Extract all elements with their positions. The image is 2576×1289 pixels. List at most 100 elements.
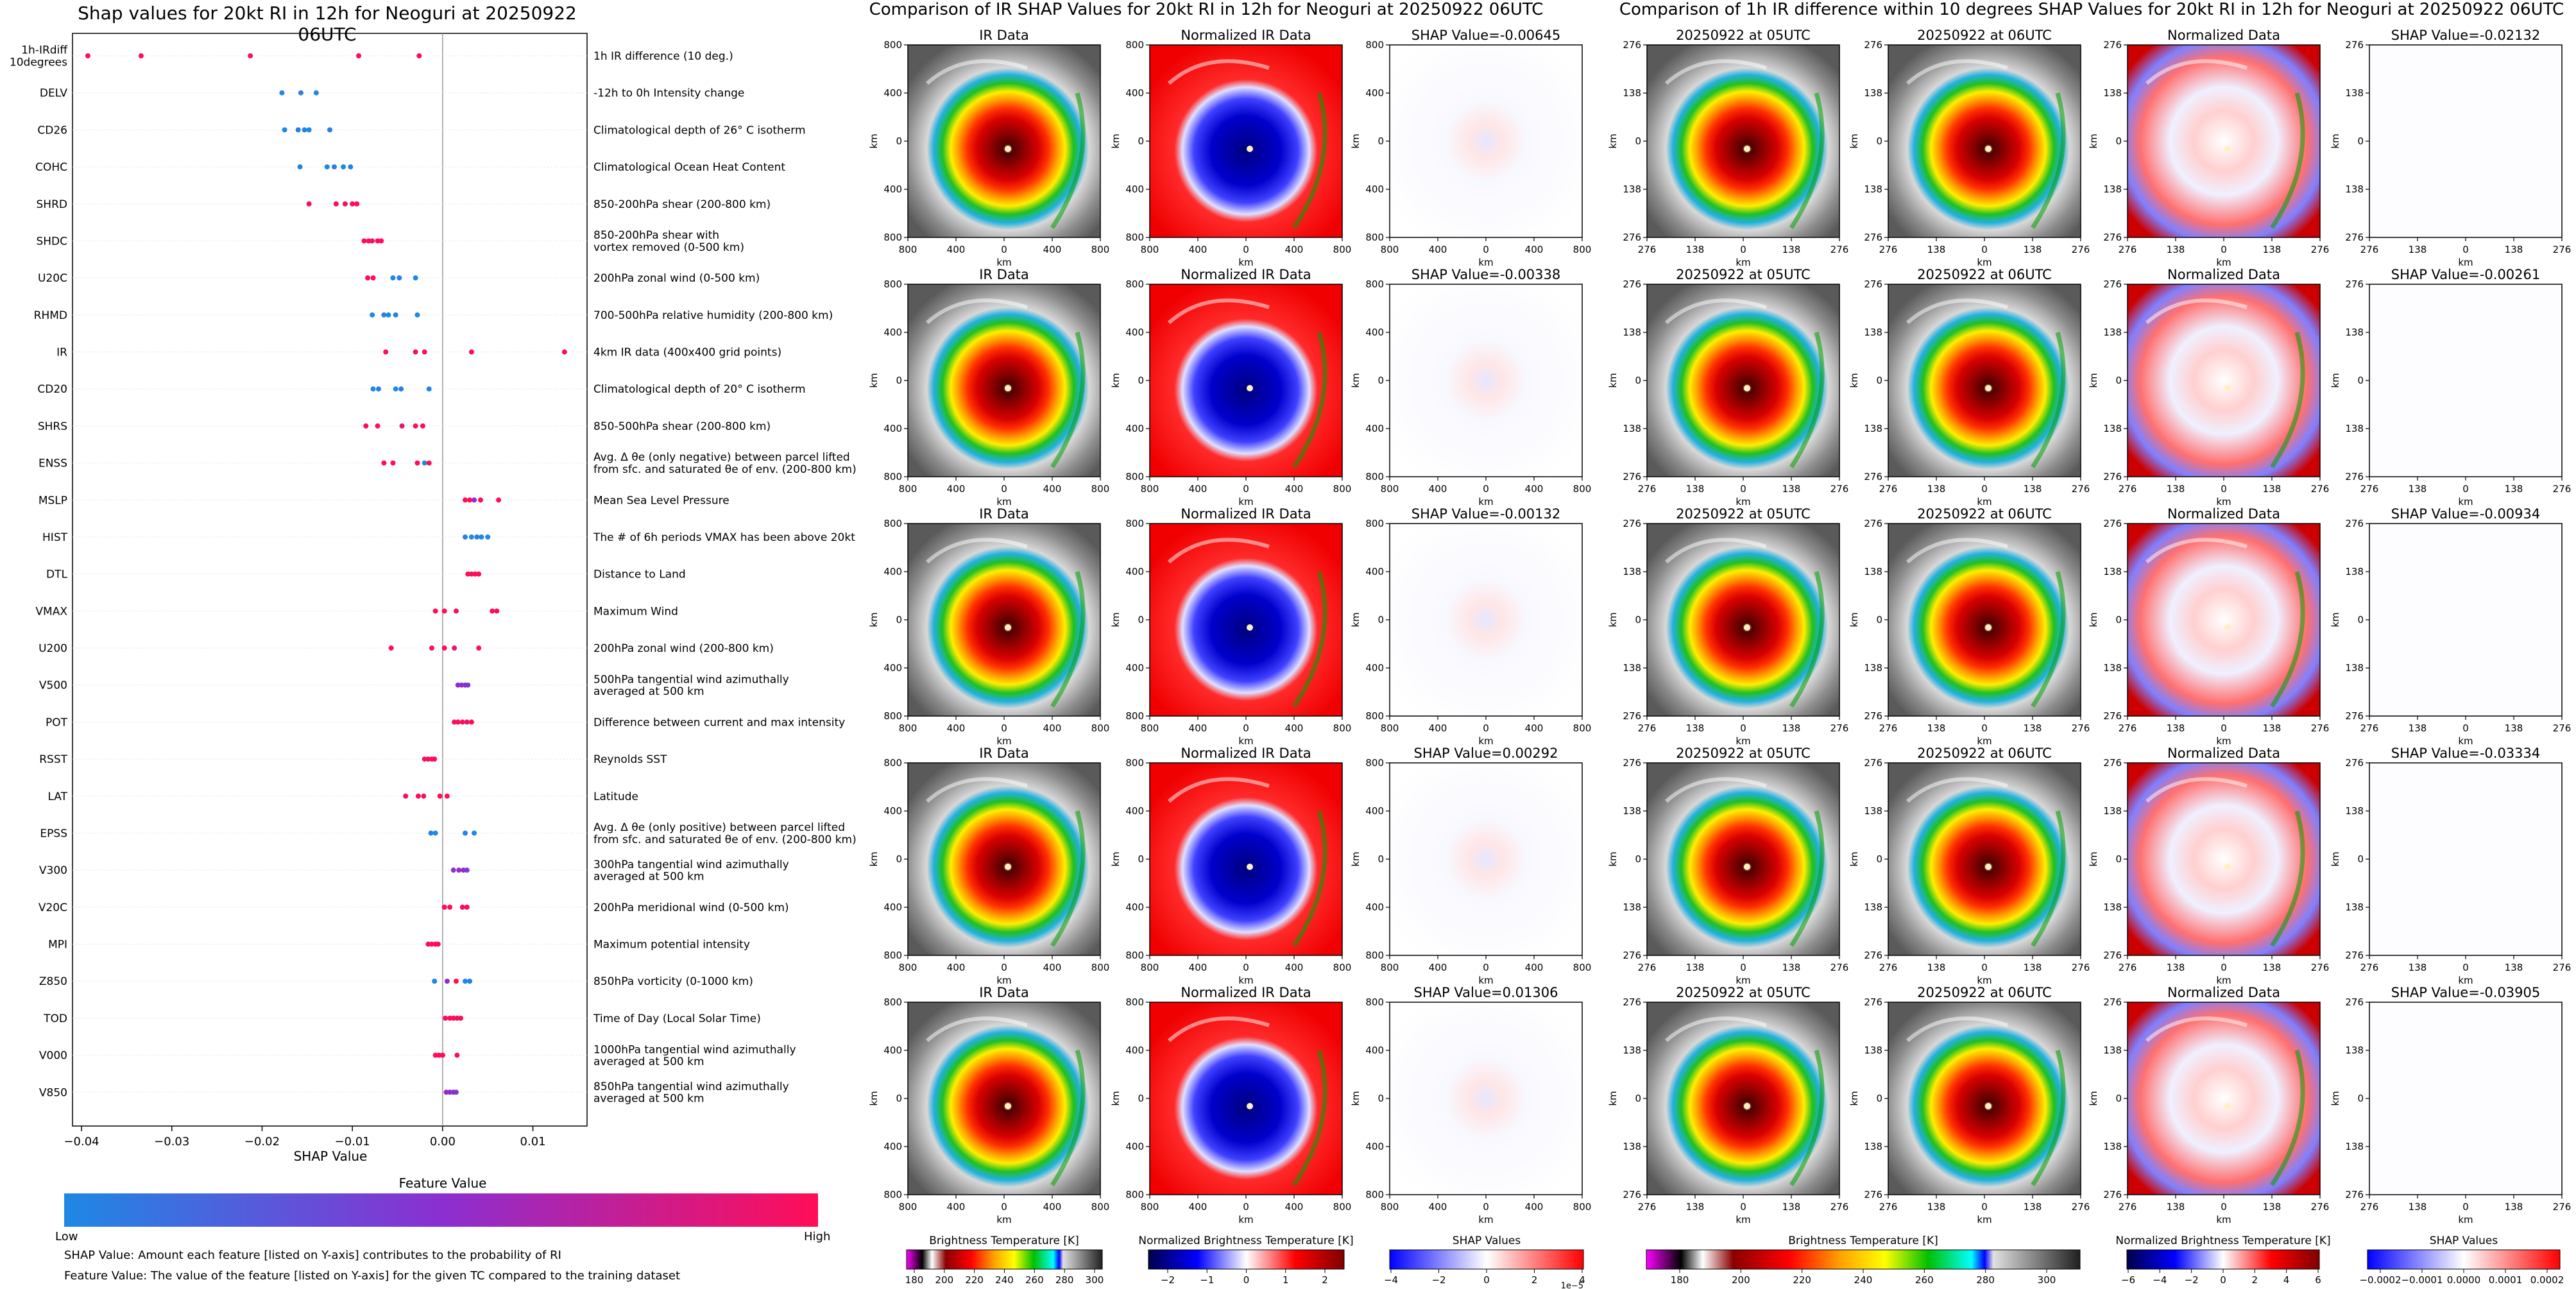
colorbar-tick-label: 6	[2315, 1274, 2321, 1286]
y-axis-label: km	[1848, 851, 1860, 866]
feature-label: IR	[56, 346, 67, 359]
x-axis-label: km	[1238, 257, 1253, 268]
y-tick-label: 400	[883, 327, 902, 338]
x-tick-label: 0	[1243, 244, 1249, 255]
x-tick-label: 138	[2409, 244, 2427, 255]
feature-label: Z850	[39, 975, 67, 988]
y-tick-label: 0	[1378, 1093, 1384, 1104]
panel-title: 20250922 at 05UTC	[1676, 985, 1811, 1000]
x-tick-label: 800	[1141, 483, 1159, 495]
x-tick-label: 138	[2167, 244, 2185, 255]
x-axis-label: km	[996, 496, 1011, 508]
shap-point	[279, 90, 285, 96]
cloud-band	[2145, 777, 2248, 803]
shap-xlabel: SHAP Value	[293, 1148, 368, 1164]
x-axis-label: km	[2458, 496, 2473, 508]
x-tick-label: 400	[1043, 483, 1062, 495]
x-tick-label: 800	[1381, 962, 1399, 973]
y-tick-label: 0	[896, 1093, 902, 1104]
shap-point	[459, 682, 465, 688]
feature-description: 1h IR difference (10 deg.)	[593, 50, 733, 63]
heatmap-image	[2369, 763, 2562, 955]
cloud-band	[2270, 332, 2305, 468]
colorbar-tick-label: −0.0002	[2359, 1274, 2401, 1286]
x-axis-label: km	[2216, 1214, 2231, 1225]
x-tick-label: 0	[1740, 962, 1746, 973]
y-axis-label: km	[868, 373, 880, 388]
y-tick-label: 138	[1623, 423, 1641, 434]
storm-eye	[2224, 864, 2231, 870]
x-tick-label: 800	[1573, 1201, 1592, 1213]
y-tick-label: 400	[883, 805, 902, 817]
feature-label: SHRD	[37, 198, 67, 211]
colorbar-tick-label: −6	[2121, 1274, 2135, 1286]
y-tick-label: 400	[1125, 1141, 1144, 1152]
cloud-band	[2031, 810, 2066, 947]
x-tick-label: 400	[1525, 244, 1544, 255]
x-tick-label: 0	[1981, 483, 1988, 495]
cloud-band	[2031, 1050, 2066, 1186]
panel-title: Normalized Data	[2167, 506, 2280, 522]
y-tick-label: 0	[896, 614, 902, 626]
y-tick-label: 800	[883, 471, 902, 482]
shap-point	[472, 571, 478, 577]
y-tick-label: 800	[1125, 518, 1144, 529]
cloud-band	[1050, 810, 1086, 947]
y-axis-label: km	[1350, 1091, 1361, 1105]
feature-label: SHDC	[36, 235, 67, 248]
heatmap-image	[1647, 763, 1839, 955]
cloud-band	[1292, 92, 1327, 229]
x-tick-label: 138	[2167, 483, 2185, 495]
colorbar-tick-label: 220	[1793, 1274, 1811, 1286]
x-tick-label: 276	[2072, 244, 2090, 255]
shap-point	[282, 127, 287, 133]
x-axis-label: km	[2458, 257, 2473, 268]
shap-point	[333, 201, 339, 207]
heatmap-image	[2369, 284, 2562, 477]
panel-title: Normalized IR Data	[1181, 28, 1311, 43]
y-tick-label: 400	[1365, 184, 1384, 195]
y-tick-label: 138	[2103, 184, 2122, 195]
y-tick-label: 0	[1876, 614, 1882, 626]
y-tick-label: 276	[2103, 471, 2122, 482]
x-axis-label: km	[1478, 975, 1493, 986]
heatmap-image	[2128, 763, 2320, 955]
shap-point	[443, 1089, 449, 1095]
storm-eye	[1005, 864, 1011, 870]
shap-point	[479, 534, 484, 540]
x-axis-label: km	[1478, 1214, 1493, 1225]
shap-point	[302, 127, 307, 133]
heatmap-image	[2128, 524, 2320, 716]
x-axis-label: km	[2216, 735, 2231, 747]
y-tick-label: 138	[1623, 566, 1641, 577]
x-tick-label: 800	[1573, 722, 1592, 734]
colorbar-tick-label: 260	[1025, 1274, 1044, 1286]
shap-point	[248, 53, 253, 58]
x-tick-label: 0	[2221, 244, 2227, 255]
shap-point	[428, 830, 434, 836]
feature-description: 850-200hPa shear (200-800 km)	[593, 198, 771, 211]
y-tick-label: 138	[2103, 805, 2122, 817]
y-axis-label: km	[1607, 373, 1619, 388]
storm-eye	[2224, 146, 2231, 152]
y-tick-label: 800	[1365, 278, 1384, 290]
shap-point	[375, 386, 381, 392]
x-tick-label: 138	[2024, 483, 2042, 495]
panel-title: 20250922 at 05UTC	[1676, 506, 1811, 522]
panel-title: Normalized IR Data	[1181, 985, 1311, 1000]
heatmap-image	[1390, 45, 1582, 237]
shap-point	[467, 497, 473, 503]
y-axis-label: km	[868, 851, 880, 866]
y-tick-label: 400	[1125, 184, 1144, 195]
shap-point	[447, 1089, 453, 1095]
x-tick-label: 800	[1381, 1201, 1399, 1213]
x-axis-label: km	[996, 257, 1011, 268]
shap-point	[413, 275, 418, 281]
x-tick-label: 138	[2409, 722, 2427, 734]
feature-description: Reynolds SST	[593, 753, 667, 766]
y-tick-label: 0	[1876, 1093, 1882, 1104]
x-tick-label: 276	[1879, 244, 1898, 255]
heatmap-image	[1888, 763, 2081, 955]
colorbar	[906, 1249, 1103, 1270]
y-axis-label: km	[1350, 612, 1361, 627]
